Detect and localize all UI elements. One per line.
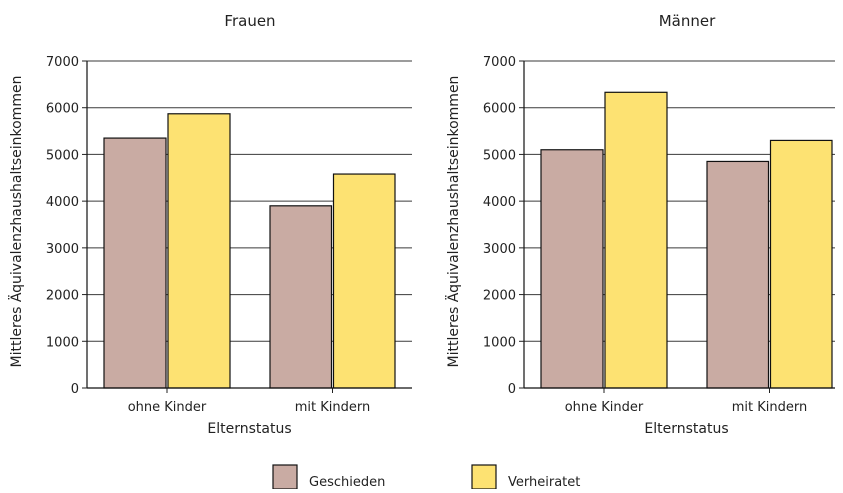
- bar-geschieden-0: [103, 137, 167, 389]
- y-tick-label: 0: [508, 382, 516, 397]
- y-tick-label: 2000: [483, 289, 516, 304]
- bar-geschieden-1: [706, 160, 770, 389]
- y-axis-label: Mittleres Äquivalenzhaushaltseinkommen: [7, 76, 25, 368]
- legend-label: Geschieden: [309, 475, 385, 489]
- y-tick-label: 3000: [46, 242, 79, 257]
- y-axis-label: Mittleres Äquivalenzhaushaltseinkommen: [444, 76, 462, 368]
- y-tick-label: 5000: [483, 148, 516, 163]
- y-tick-label: 0: [71, 382, 79, 397]
- y-tick-label: 6000: [46, 102, 79, 117]
- y-tick-label: 5000: [46, 148, 79, 163]
- y-tick-label: 7000: [46, 55, 79, 70]
- y-tick-label: 1000: [483, 335, 516, 350]
- legend: Geschieden Verheiratet: [272, 464, 580, 490]
- y-tick-label: 3000: [483, 242, 516, 257]
- y-tick-label: 7000: [483, 55, 516, 70]
- chart-panel-2: Männer ohne Kinder mit Kindern 0 1000 2000 300…: [444, 12, 835, 437]
- legend-swatch-verheiratet: [471, 464, 497, 490]
- y-tick-label: 2000: [46, 289, 79, 304]
- legend-swatch-geschieden: [272, 464, 298, 490]
- x-axis-label: Elternstatus: [644, 421, 728, 437]
- chart-panel-1: Frauen ohne Kinder mit Kindern 0 1000 2000 300…: [7, 12, 412, 437]
- x-tick-label: mit Kindern: [732, 400, 808, 415]
- bar-geschieden-0: [540, 149, 604, 389]
- chart-title: Frauen: [224, 12, 275, 30]
- bar-verheiratet-1: [769, 139, 833, 389]
- x-tick-label: mit Kindern: [295, 400, 371, 415]
- bar-geschieden-1: [269, 205, 333, 389]
- y-tick-label: 6000: [483, 102, 516, 117]
- x-tick-label: ohne Kinder: [128, 400, 207, 415]
- bar-verheiratet-1: [332, 173, 396, 389]
- bar-verheiratet-0: [604, 91, 668, 389]
- y-tick-label: 4000: [483, 195, 516, 210]
- y-tick-label: 4000: [46, 195, 79, 210]
- bar-verheiratet-0: [167, 113, 231, 389]
- legend-label: Verheiratet: [508, 475, 580, 489]
- y-tick-label: 1000: [46, 335, 79, 350]
- x-tick-label: ohne Kinder: [565, 400, 644, 415]
- chart-title: Männer: [659, 12, 716, 30]
- x-axis-label: Elternstatus: [207, 421, 291, 437]
